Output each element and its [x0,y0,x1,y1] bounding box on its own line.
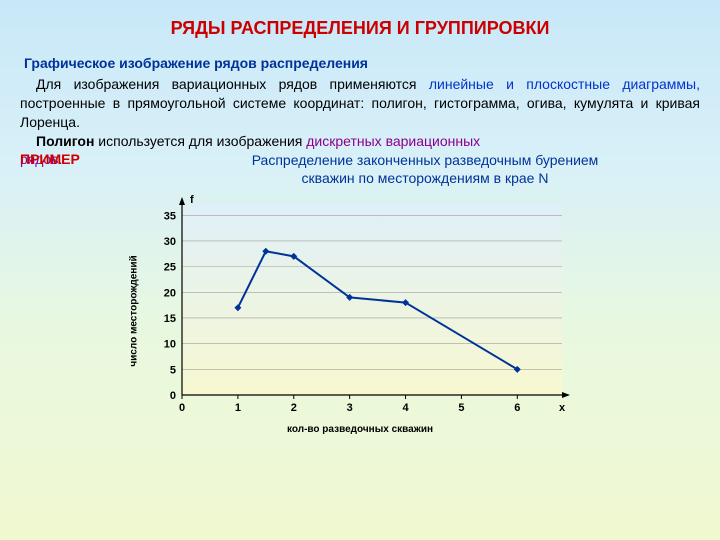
para2-purple: дискретных вариационных [306,133,480,149]
chart-outer: число месторождений кол-во разведочных с… [140,191,580,431]
svg-text:3: 3 [347,402,353,414]
svg-text:10: 10 [164,339,176,351]
x-axis-label: кол-во разведочных скважин [287,424,433,435]
svg-text:20: 20 [164,287,176,299]
svg-text:15: 15 [164,313,176,325]
svg-text:25: 25 [164,262,176,274]
svg-text:4: 4 [402,402,409,414]
svg-text:5: 5 [170,364,176,376]
chart-container: число месторождений кол-во разведочных с… [0,191,720,431]
overlap-line: рядов. ПРИМЕР [20,151,720,169]
chart-title-b: скважин по месторождениям в крае N [302,170,549,186]
para1-a: Для изображения вариационных рядов приме… [36,76,429,92]
para2-bold: Полигон [36,133,94,149]
polygon-chart: 0 5 10 15 20 25 30 35 0 1 2 3 4 5 6 f x [140,191,580,421]
svg-text:2: 2 [291,402,297,414]
para1-b: построенные в прямоугольной системе коор… [20,95,700,130]
svg-text:30: 30 [164,236,176,248]
primer-label: ПРИМЕР [20,151,80,167]
y-axis-label: число месторождений [129,255,140,366]
section-subtitle: Графическое изображение рядов распределе… [0,47,720,75]
svg-text:0: 0 [179,402,185,414]
svg-text:5: 5 [458,402,464,414]
svg-text:1: 1 [235,402,241,414]
paragraph-1: Для изображения вариационных рядов приме… [0,75,720,132]
para2-plain: используется для изображения [94,133,306,149]
page-title: РЯДЫ РАСПРЕДЕЛЕНИЯ И ГРУППИРОВКИ [0,0,720,47]
svg-text:35: 35 [164,210,176,222]
svg-text:0: 0 [170,390,176,402]
para1-blue: линейные и плоскостные диаграммы, [429,76,700,92]
svg-text:6: 6 [514,402,520,414]
svg-text:x: x [559,402,566,414]
paragraph-2: Полигон используется для изображения дис… [0,132,720,151]
svg-text:f: f [190,194,194,206]
